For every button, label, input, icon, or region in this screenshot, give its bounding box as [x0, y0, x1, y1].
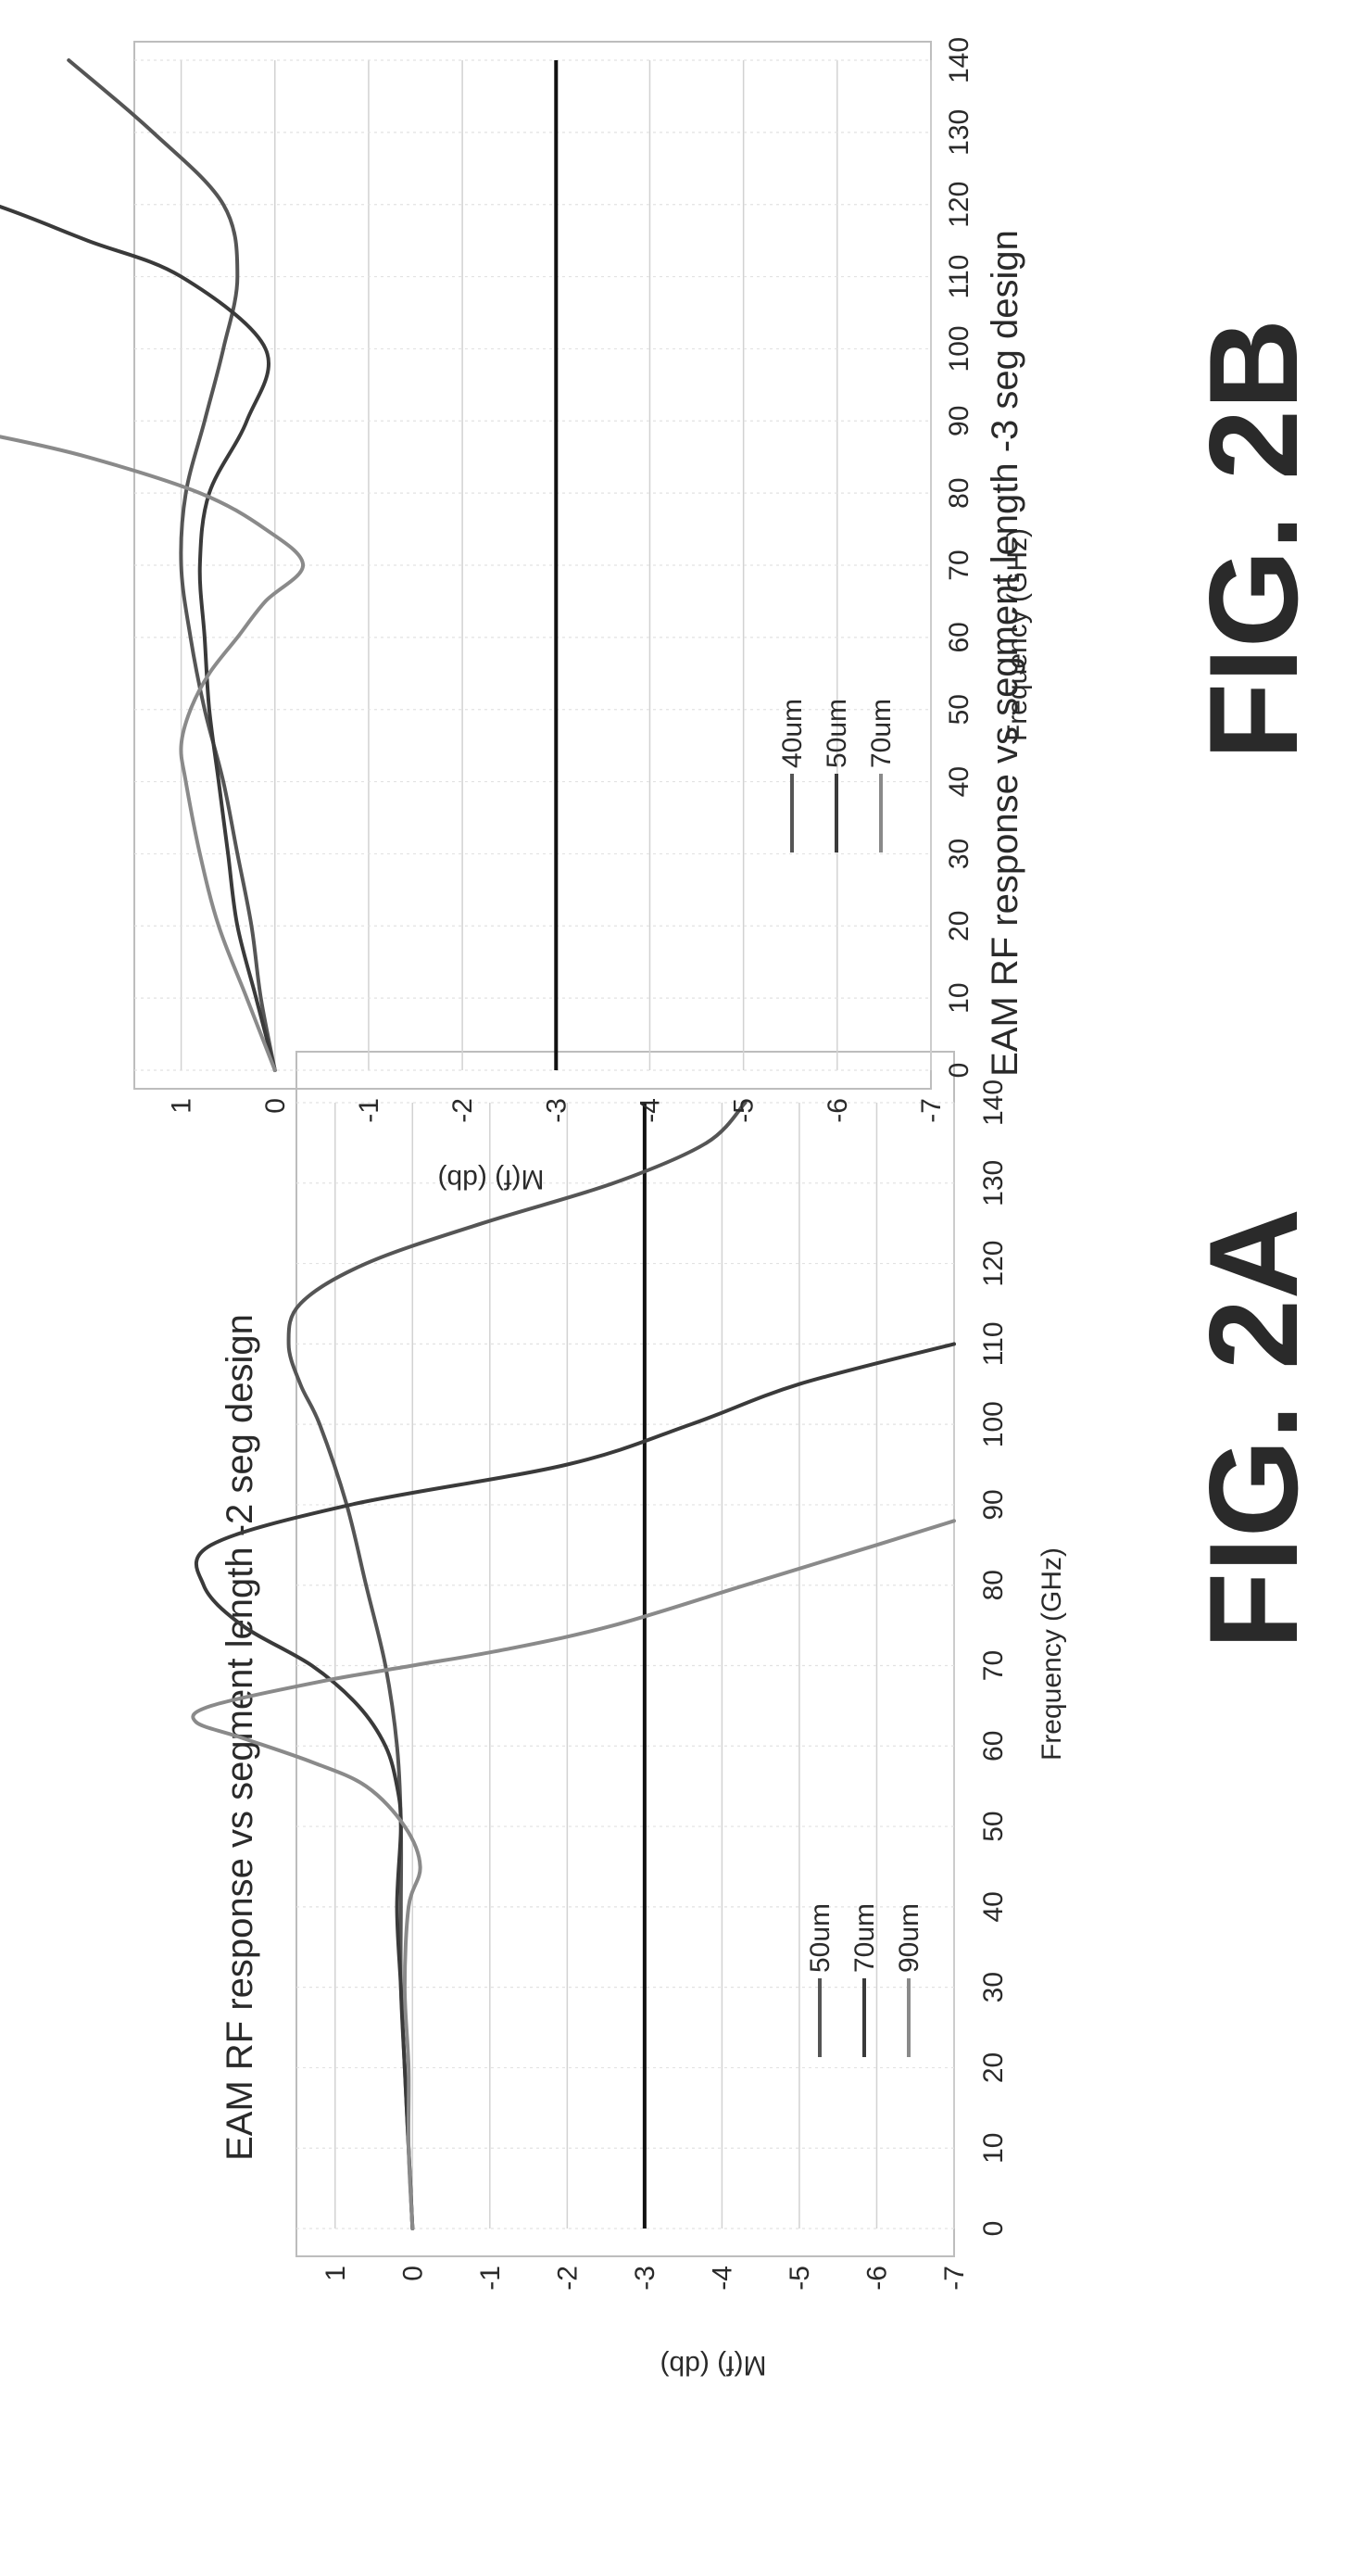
fig2b-x-tick-label: 100 — [944, 325, 974, 372]
fig2a-legend-label: 90um — [894, 1903, 924, 1973]
fig2a-x-tick-labels: 0 10 20 30 40 50 60 70 80 90 100 110 120 130 140 — [978, 1080, 1009, 2236]
fig2a-legend-label: 70um — [849, 1903, 880, 1973]
fig2a-x-tick-label: 20 — [978, 2052, 1009, 2083]
fig2a-label: FIG. 2A — [1183, 1208, 1324, 1649]
fig2b-x-tick-label: 70 — [944, 549, 974, 580]
fig2b-x-tick-label: 10 — [944, 982, 974, 1013]
fig2b-series-group — [0, 58, 306, 1072]
fig2a-y-tick-label: 1 — [321, 2266, 351, 2281]
fig2b-y-tick-labels: 1 0 -1 -2 -3 -4 -5 -6 -7 — [167, 1098, 947, 1123]
fig2a-x-axis-title: Frequency (GHz) — [1037, 1547, 1067, 1761]
fig2a-y-tick-label: -5 — [785, 2266, 815, 2291]
fig2b-x-tick-label: 80 — [944, 477, 974, 508]
fig2a-y-tick-label: -6 — [861, 2266, 892, 2291]
fig2a-x-tick-label: 30 — [978, 1972, 1009, 2002]
fig2b-legend-label: 70um — [866, 699, 897, 768]
fig2b-series-line-50um — [0, 94, 277, 1072]
fig2a-x-tick-label: 50 — [978, 1811, 1009, 1841]
fig2a-x-tick-label: 140 — [978, 1080, 1009, 1126]
fig2b-x-tick-label: 120 — [944, 182, 974, 228]
fig2b-x-axis-title: Frequency (GHz) — [1002, 528, 1033, 741]
fig2b-label: FIG. 2B — [1183, 319, 1324, 760]
fig2a-y-axis-title: M(f) (db) — [660, 2350, 767, 2380]
fig2a-series-line-90um — [191, 1519, 956, 2230]
fig2a-x-tick-label: 90 — [978, 1489, 1009, 1520]
fig2a-series-group — [191, 1101, 956, 2230]
fig2a-legend: 50um 70um 90um — [805, 1903, 924, 2057]
fig2a-plot-frame — [295, 1051, 955, 2257]
fig2b-legend: 40um 50um 70um — [777, 699, 897, 852]
fig2b-x-tick-label: 60 — [944, 622, 974, 652]
fig2b-x-tick-label: 40 — [944, 766, 974, 797]
fig2a-y-tick-labels: 1 0 -1 -2 -3 -4 -5 -6 -7 — [321, 2266, 970, 2291]
fig2a-x-tick-label: 40 — [978, 1891, 1009, 1922]
fig2a-y-tick-label: -3 — [630, 2266, 660, 2291]
fig2b-y-tick-label: -2 — [447, 1098, 478, 1123]
fig2a-x-tick-label: 110 — [978, 1321, 1009, 1366]
fig2a-x-tick-label: 10 — [978, 2133, 1009, 2164]
fig2b-y-tick-label: -4 — [635, 1098, 665, 1123]
fig2b-y-tick-label: -6 — [823, 1098, 853, 1123]
fig2a-y-tick-label: -2 — [552, 2266, 583, 2291]
fig2a-y-tick-label: 0 — [397, 2266, 428, 2281]
fig2b-title: EAM RF response vs segment length -3 seg… — [985, 230, 1025, 1077]
fig2b-series-line-40um — [67, 58, 277, 1072]
fig2a-y-tick-label: -7 — [939, 2266, 970, 2291]
fig2b-x-tick-label: 110 — [944, 255, 974, 299]
fig2a-x-tick-label: 130 — [978, 1160, 1009, 1206]
fig2b-y-tick-label: -5 — [729, 1098, 760, 1123]
fig2b-x-tick-label: 30 — [944, 839, 974, 869]
fig2a-gridlines — [296, 1102, 955, 2229]
fig2b-y-tick-label: 1 — [167, 1098, 197, 1114]
fig2a-legend-label: 50um — [805, 1903, 836, 1973]
fig2b-group: EAM RF response vs segment length -3 seg… — [0, 37, 1033, 1194]
fig2b-y-tick-label: 0 — [260, 1098, 291, 1114]
fig2a-y-tick-label: -4 — [707, 2266, 737, 2291]
fig2a-x-tick-label: 70 — [978, 1650, 1009, 1681]
fig2b-x-tick-label: 140 — [944, 37, 974, 83]
fig2a-x-tick-label: 120 — [978, 1241, 1009, 1287]
fig2b-gridlines — [134, 59, 932, 1071]
fig2b-y-tick-label: -7 — [916, 1098, 947, 1123]
fig2b-x-tick-label: 90 — [944, 406, 974, 436]
fig2b-legend-label: 50um — [822, 699, 852, 768]
fig2a-x-tick-label: 100 — [978, 1401, 1009, 1447]
fig2b-y-axis-title: M(f) (db) — [438, 1164, 545, 1194]
fig2a-x-tick-label: 80 — [978, 1570, 1009, 1600]
fig2a-x-tick-label: 60 — [978, 1731, 1009, 1762]
fig2b-y-tick-label: -3 — [541, 1098, 572, 1123]
fig2b-x-tick-labels: 0 10 20 30 40 50 60 70 80 90 100 110 120 130 140 — [944, 37, 974, 1078]
fig2b-x-tick-label: 20 — [944, 911, 974, 941]
fig2b-y-tick-label: -1 — [354, 1098, 384, 1123]
fig2b-x-tick-label: 50 — [944, 694, 974, 725]
fig2b-x-tick-label: 0 — [944, 1063, 974, 1079]
fig2b-series-line-70um — [0, 361, 306, 1072]
fig2a-group: EAM RF response vs segment length -2 seg… — [191, 1051, 1067, 2380]
fig2b-x-tick-label: 130 — [944, 109, 974, 156]
fig2a-x-tick-label: 0 — [978, 2221, 1009, 2237]
fig2b-legend-label: 40um — [777, 699, 808, 768]
fig2a-y-tick-label: -1 — [475, 2266, 506, 2291]
fig2a-series-line-70um — [194, 1342, 956, 2230]
